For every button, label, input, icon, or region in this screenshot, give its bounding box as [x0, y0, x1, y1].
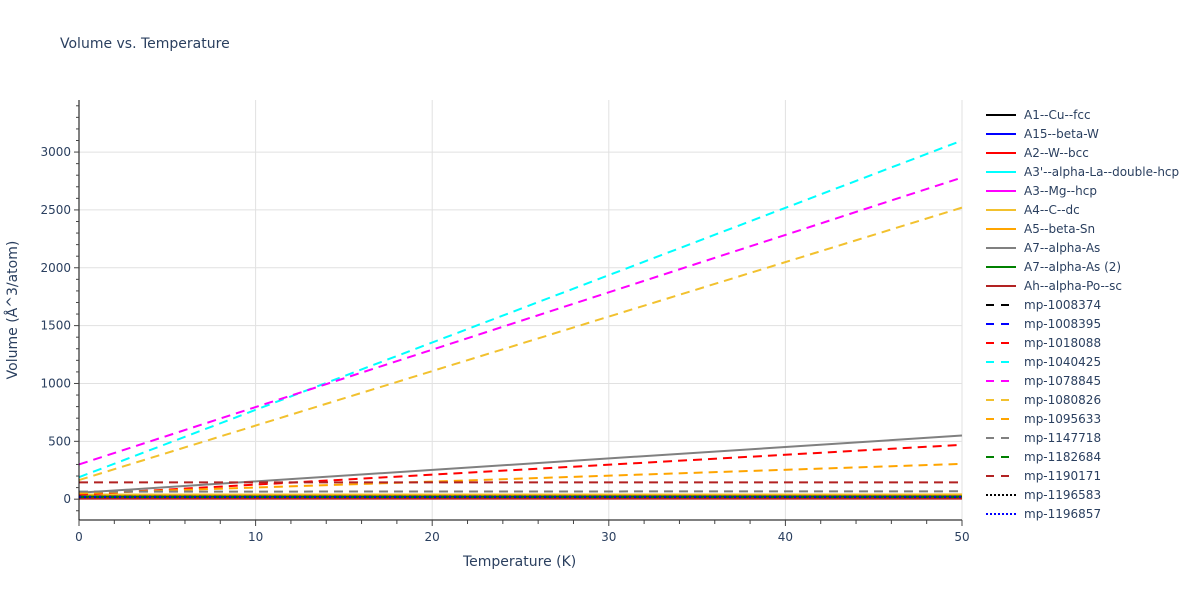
legend-line-icon [986, 265, 1016, 268]
y-tick-label: 2500 [40, 203, 71, 217]
legend-item[interactable]: A4--C--dc [984, 200, 1179, 219]
legend-line-icon [986, 227, 1016, 230]
legend-label: mp-1008374 [1024, 297, 1102, 312]
legend-line-icon [986, 189, 1016, 192]
legend-item[interactable]: mp-1018088 [984, 333, 1179, 352]
y-tick-label: 0 [63, 492, 71, 506]
legend-label: mp-1080826 [1024, 392, 1102, 407]
legend-line-icon [986, 284, 1016, 287]
series-line[interactable] [78, 139, 963, 479]
legend-item[interactable]: A2--W--bcc [984, 143, 1179, 162]
legend-label: mp-1008395 [1024, 316, 1102, 331]
legend-item[interactable]: mp-1040425 [984, 352, 1179, 371]
legend-line-icon [986, 208, 1016, 211]
legend-label: A2--W--bcc [1024, 145, 1089, 160]
legend-label: mp-1040425 [1024, 354, 1102, 369]
x-tick-label: 20 [425, 530, 440, 544]
series-line[interactable] [78, 443, 963, 496]
y-tick-label: 500 [48, 434, 71, 448]
x-tick-label: 10 [248, 530, 263, 544]
legend-label: mp-1190171 [1024, 468, 1102, 483]
legend-line-icon [986, 360, 1016, 363]
x-tick-label: 40 [778, 530, 793, 544]
legend-label: A1--Cu--fcc [1024, 107, 1091, 122]
legend-label: mp-1018088 [1024, 335, 1102, 350]
y-tick-label: 1000 [40, 376, 71, 390]
legend-label: A7--alpha-As [1024, 240, 1101, 255]
x-tick-label: 0 [75, 530, 83, 544]
x-axis-label: Temperature (K) [463, 554, 577, 570]
y-axis-label: Volume (Å^3/atom) [5, 241, 21, 380]
legend-item[interactable]: A15--beta-W [984, 124, 1179, 143]
legend-line-icon [986, 151, 1016, 154]
legend-item[interactable]: mp-1190171 [984, 466, 1179, 485]
legend-label: mp-1196583 [1024, 487, 1102, 502]
legend-item[interactable]: A7--alpha-As (2) [984, 257, 1179, 276]
legend-line-icon [986, 132, 1016, 135]
legend-label: mp-1147718 [1024, 430, 1102, 445]
legend-label: A3'--alpha-La--double-hcp [1024, 164, 1180, 179]
legend-item[interactable]: mp-1095633 [984, 409, 1179, 428]
series-line[interactable] [78, 176, 963, 466]
legend-item[interactable]: A7--alpha-As [984, 238, 1179, 257]
legend-line-icon [986, 246, 1016, 249]
x-tick-label: 50 [954, 530, 969, 544]
legend-line-icon [986, 436, 1016, 439]
legend: A1--Cu--fcc A15--beta-W A2--W--bcc A3'--alp… [984, 105, 1179, 523]
legend-item[interactable]: mp-1080826 [984, 390, 1179, 409]
legend-item[interactable]: mp-1078845 [984, 371, 1179, 390]
series-line[interactable] [78, 206, 963, 482]
legend-line-icon [986, 493, 1016, 496]
legend-line-icon [986, 417, 1016, 420]
legend-label: mp-1078845 [1024, 373, 1102, 388]
legend-item[interactable]: mp-1147718 [984, 428, 1179, 447]
legend-item[interactable]: mp-1196583 [984, 485, 1179, 504]
legend-line-icon [986, 512, 1016, 515]
legend-line-icon [986, 379, 1016, 382]
legend-label: Ah--alpha-Po--sc [1024, 278, 1122, 293]
series-line[interactable] [78, 462, 963, 495]
legend-line-icon [986, 455, 1016, 458]
legend-item[interactable]: A3--Mg--hcp [984, 181, 1179, 200]
legend-item[interactable]: mp-1008395 [984, 314, 1179, 333]
legend-line-icon [986, 398, 1016, 401]
legend-item[interactable]: mp-1196857 [984, 504, 1179, 523]
legend-item[interactable]: A1--Cu--fcc [984, 105, 1179, 124]
legend-item[interactable]: mp-1008374 [984, 295, 1179, 314]
legend-label: A15--beta-W [1024, 126, 1099, 141]
legend-line-icon [986, 113, 1016, 116]
legend-item[interactable]: Ah--alpha-Po--sc [984, 276, 1179, 295]
legend-item[interactable]: mp-1182684 [984, 447, 1179, 466]
legend-label: mp-1182684 [1024, 449, 1102, 464]
legend-label: A7--alpha-As (2) [1024, 259, 1122, 274]
legend-label: A4--C--dc [1024, 202, 1080, 217]
legend-line-icon [986, 322, 1016, 325]
legend-label: A3--Mg--hcp [1024, 183, 1097, 198]
y-tick-label: 3000 [40, 145, 71, 159]
legend-label: mp-1095633 [1024, 411, 1102, 426]
chart-title: Volume vs. Temperature [60, 36, 230, 52]
legend-line-icon [986, 341, 1016, 344]
x-tick-label: 30 [601, 530, 616, 544]
legend-line-icon [986, 474, 1016, 477]
y-tick-label: 2000 [40, 261, 71, 275]
legend-label: A5--beta-Sn [1024, 221, 1096, 236]
legend-line-icon [986, 170, 1016, 173]
legend-line-icon [986, 303, 1016, 306]
legend-item[interactable]: A5--beta-Sn [984, 219, 1179, 238]
legend-label: mp-1196857 [1024, 506, 1102, 521]
y-axis-label-text: Volume (Å^3/atom) [5, 240, 21, 380]
series-line[interactable] [78, 434, 963, 494]
legend-item[interactable]: A3'--alpha-La--double-hcp [984, 162, 1179, 181]
y-tick-label: 1500 [40, 319, 71, 333]
